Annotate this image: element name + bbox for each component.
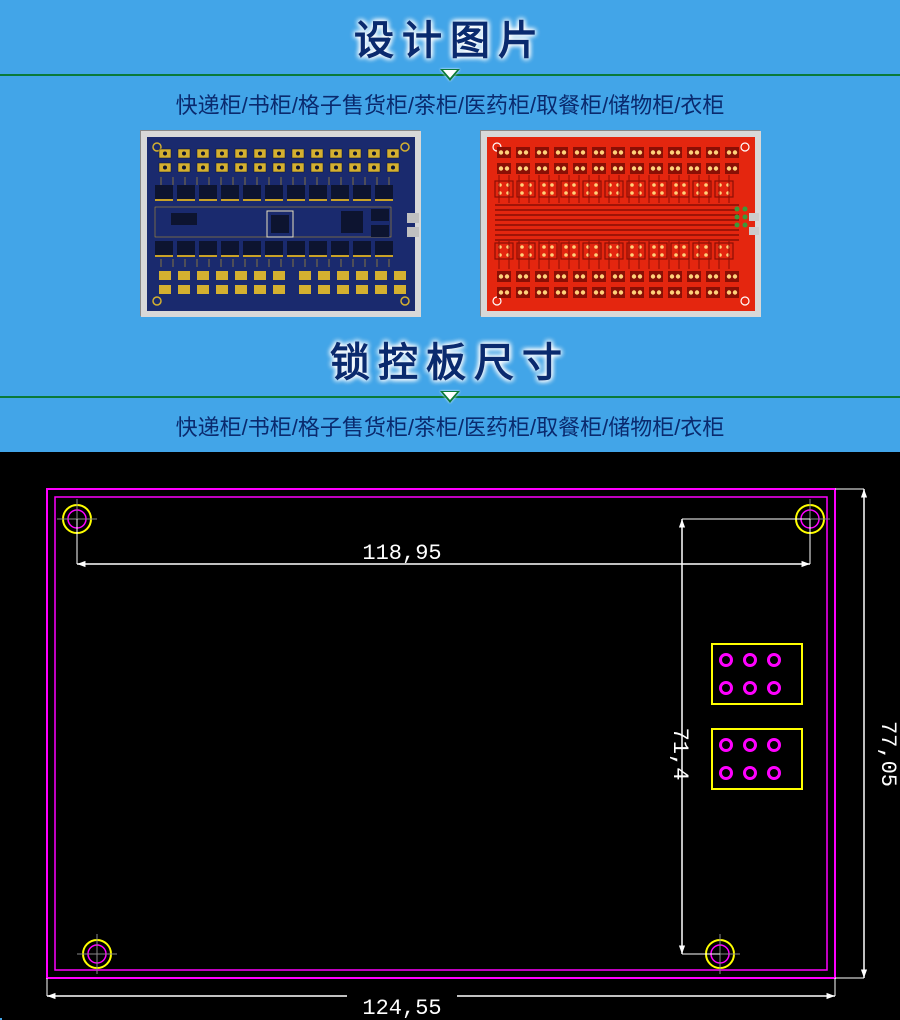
cad-dimension-drawing: 118,95 71,4 124,55 77,05 [0, 452, 900, 1018]
divider-1 [0, 66, 900, 84]
section1-title: 设计图片 [0, 0, 900, 66]
section2-subtitle: 快递柜/书柜/格子售货柜/茶柜/医药柜/取餐柜/储物柜/衣柜 [0, 408, 900, 452]
section1-subtitle: 快递柜/书柜/格子售货柜/茶柜/医药柜/取餐柜/储物柜/衣柜 [0, 86, 900, 130]
svg-text:71,4: 71,4 [667, 728, 692, 781]
pcb-render-red [480, 130, 760, 316]
pcb-image-row [0, 130, 900, 322]
svg-text:118,95: 118,95 [362, 541, 441, 566]
divider-2 [0, 388, 900, 406]
section2-title: 锁控板尺寸 [0, 322, 900, 388]
svg-text:77,05: 77,05 [875, 721, 900, 787]
svg-text:124,55: 124,55 [362, 996, 441, 1020]
pcb-render-blue [140, 130, 420, 316]
